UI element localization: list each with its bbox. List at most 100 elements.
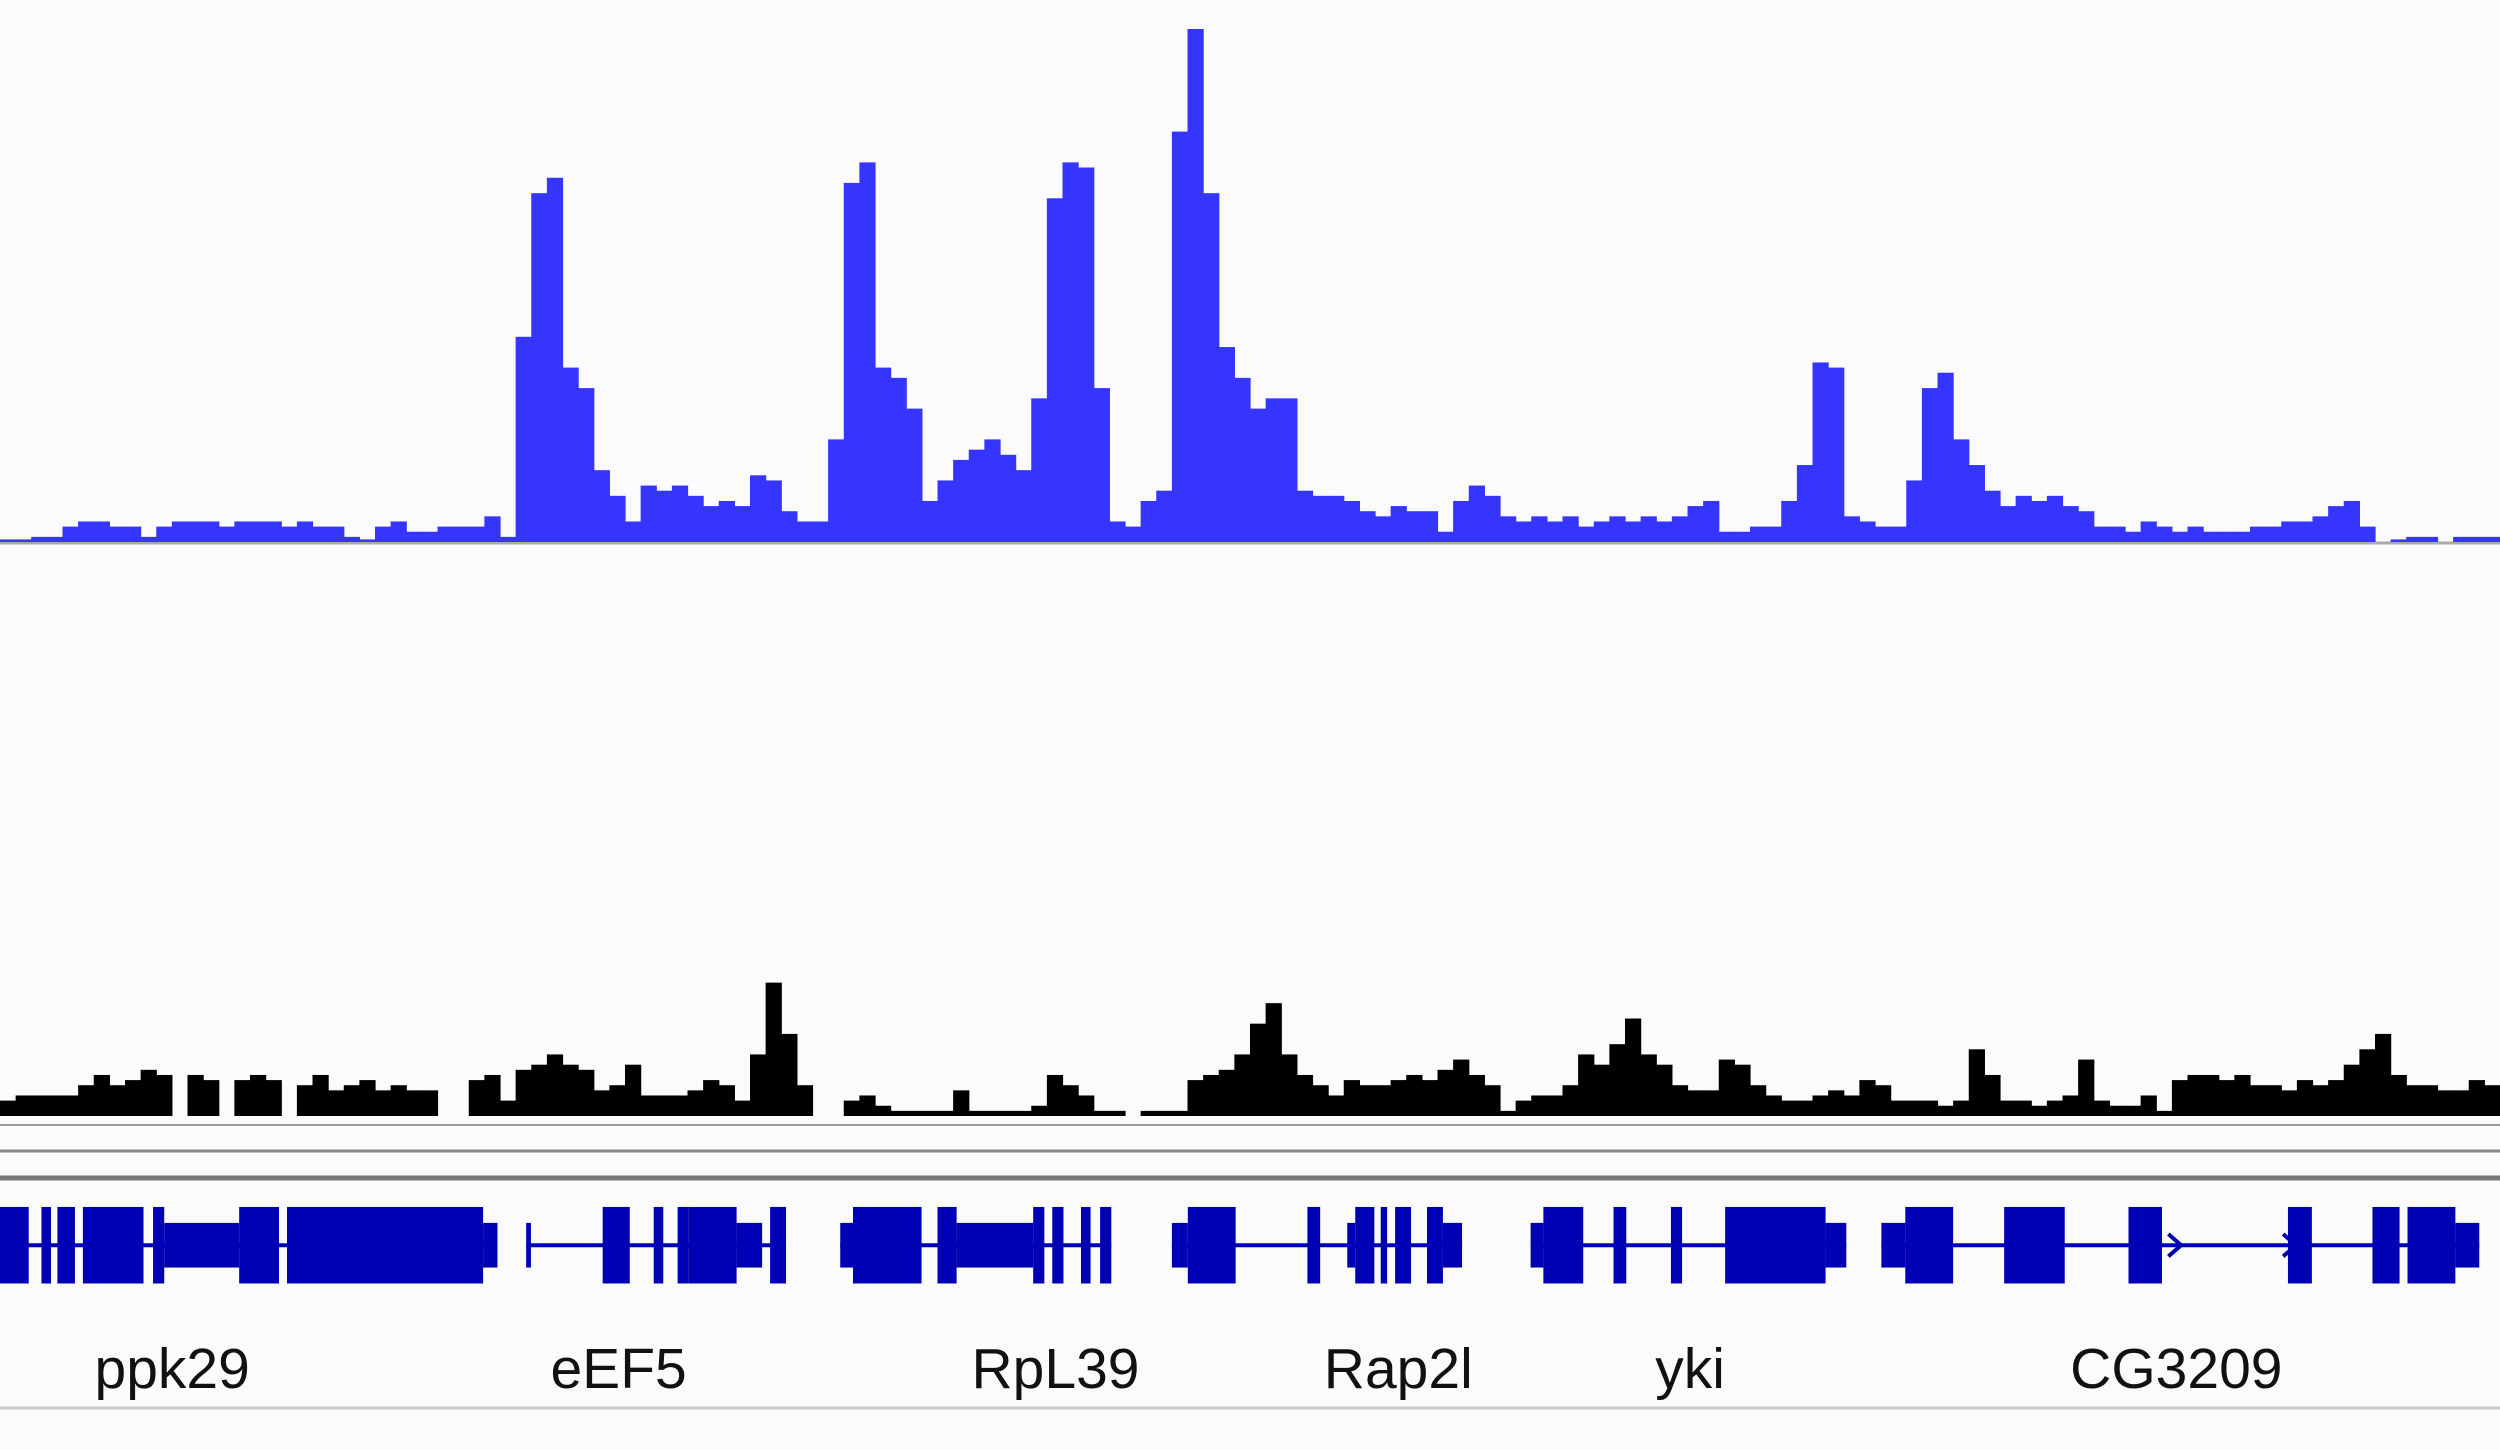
coverage-bar xyxy=(1625,521,1642,542)
coverage-bar xyxy=(750,1054,767,1116)
utr xyxy=(1530,1222,1544,1268)
coverage-bar xyxy=(812,521,829,542)
coverage-bar xyxy=(1546,1095,1564,1116)
coverage-bar xyxy=(1062,162,1079,542)
strand-arrow xyxy=(2281,1232,2299,1258)
coverage-bar xyxy=(1843,516,1860,542)
coverage-bar xyxy=(1796,1100,1814,1116)
coverage-bar xyxy=(1031,1105,1048,1116)
coverage-bar xyxy=(62,526,79,542)
exon xyxy=(602,1206,630,1284)
coverage-bar xyxy=(312,1074,329,1116)
exon xyxy=(653,1206,664,1284)
coverage-bar xyxy=(1171,1110,1189,1116)
exon xyxy=(1052,1206,1064,1284)
coverage-bar xyxy=(437,526,454,542)
coverage-bar xyxy=(1078,1095,1095,1116)
coverage-bar xyxy=(2390,1074,2407,1116)
coverage-bar xyxy=(515,1069,532,1116)
coverage-bar xyxy=(718,1085,735,1116)
coverage-bar xyxy=(906,408,923,542)
coverage-bar xyxy=(2125,1105,2142,1116)
coverage-bar xyxy=(2312,516,2329,542)
coverage-bar xyxy=(703,1080,720,1116)
coverage-bar xyxy=(2031,1105,2048,1116)
coverage-bar xyxy=(1375,516,1392,542)
coverage-bar xyxy=(1796,465,1814,542)
coverage-bar xyxy=(1515,1100,1532,1116)
utr xyxy=(164,1222,240,1268)
coverage-bar xyxy=(1390,1080,1407,1116)
coverage-bar xyxy=(1484,495,1501,542)
coverage-bar xyxy=(2171,531,2189,542)
coverage-bar xyxy=(1984,490,2001,542)
coverage-bar xyxy=(1687,1090,1704,1116)
utr xyxy=(2455,1222,2480,1268)
coverage-bar xyxy=(687,1090,704,1116)
coverage-bar xyxy=(640,485,657,542)
coverage-bar xyxy=(484,516,501,542)
coverage-bar xyxy=(468,1080,485,1116)
coverage-bar xyxy=(1875,526,1892,542)
gene-track xyxy=(0,1206,2480,1284)
coverage-bar xyxy=(1328,1095,1345,1116)
exon xyxy=(1613,1206,1627,1284)
coverage-bar xyxy=(250,1074,267,1116)
coverage-bar xyxy=(1250,1023,1267,1116)
utr xyxy=(736,1222,763,1268)
coverage-bar xyxy=(796,1085,814,1116)
coverage-bar xyxy=(234,521,251,542)
coverage-bar xyxy=(484,1074,501,1116)
coverage-bar xyxy=(2234,531,2251,542)
coverage-bar xyxy=(1890,1100,1907,1116)
coverage-bar xyxy=(1703,500,1720,542)
coverage-bar xyxy=(1765,526,1782,542)
coverage-bar xyxy=(1296,1074,1314,1116)
coverage-bar xyxy=(390,1085,407,1116)
coverage-bar xyxy=(1578,1054,1595,1116)
coverage-bar xyxy=(1859,521,1876,542)
coverage-bar xyxy=(2203,531,2220,542)
coverage-bar xyxy=(1390,506,1407,542)
exon xyxy=(0,1206,29,1284)
coverage-bar xyxy=(796,521,814,542)
exon xyxy=(1033,1206,1045,1284)
coverage-bar xyxy=(1406,511,1423,542)
coverage-bar xyxy=(734,506,751,542)
coverage-bar xyxy=(546,177,564,542)
coverage-bar xyxy=(2265,526,2282,542)
coverage-bar xyxy=(656,490,673,542)
coverage-bar xyxy=(2062,506,2079,542)
coverage-bar xyxy=(2281,1090,2298,1116)
coverage-bar xyxy=(1375,1085,1392,1116)
coverage-bar xyxy=(1937,372,1954,542)
coverage-bar xyxy=(1109,1110,1126,1116)
coverage-bar xyxy=(1281,1054,1298,1116)
coverage-bar xyxy=(2359,526,2376,542)
coverage-bar xyxy=(1640,516,1657,542)
coverage-bar xyxy=(109,1085,126,1116)
coverage-bar xyxy=(1843,1095,1860,1116)
exon xyxy=(852,1206,922,1284)
coverage-bar xyxy=(1656,1064,1673,1116)
coverage-bar xyxy=(328,1090,345,1116)
coverage-bar xyxy=(46,1095,64,1116)
coverage-bar xyxy=(0,539,17,542)
gene-label: Rap2l xyxy=(1324,1337,1473,1401)
coverage-bar xyxy=(1078,167,1095,542)
coverage-bar xyxy=(1093,388,1110,542)
coverage-bar xyxy=(1359,1085,1376,1116)
coverage-bar xyxy=(1828,1090,1845,1116)
coverage-bar xyxy=(1468,1074,1485,1116)
coverage-bar xyxy=(1453,1059,1470,1116)
coverage-bar xyxy=(968,1110,985,1116)
coverage-bar xyxy=(1781,500,1798,542)
coverage-bar xyxy=(468,526,485,542)
coverage-bar xyxy=(2453,536,2470,542)
coverage-bar xyxy=(2421,536,2439,542)
coverage-bar xyxy=(1140,1110,1157,1116)
exon xyxy=(1355,1206,1375,1284)
coverage-bar xyxy=(2109,1105,2126,1116)
coverage-bar xyxy=(93,1074,110,1116)
coverage-bar xyxy=(218,526,235,542)
